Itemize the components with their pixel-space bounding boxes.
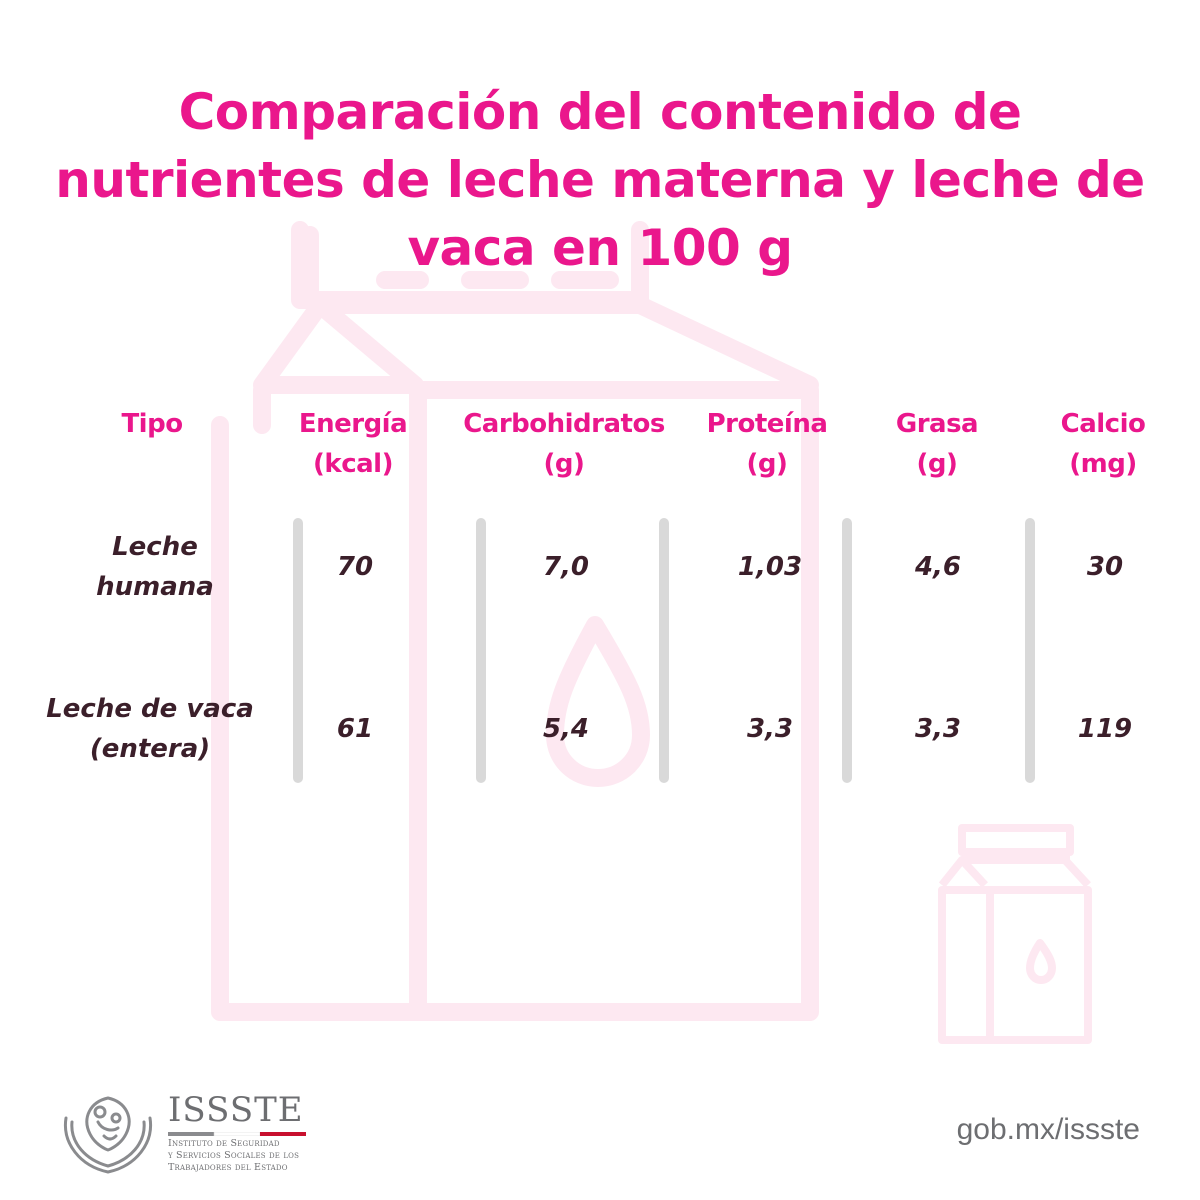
- table-cell: 70: [336, 552, 374, 582]
- column-header-line: Tipo: [121, 409, 183, 439]
- column-header-unit: (kcal): [313, 449, 393, 479]
- column-header-line: Proteína: [706, 409, 828, 439]
- logo-subtitle-line: Instituto de Seguridad: [168, 1138, 280, 1149]
- logo-subtitle: Instituto de Seguridad y Servicios Socia…: [168, 1138, 318, 1174]
- column-divider: [1025, 518, 1035, 783]
- row-label-line: Leche: [112, 532, 198, 562]
- row-label-leche-humana: Leche humana: [30, 527, 280, 607]
- column-header-unit: (mg): [1069, 449, 1137, 479]
- table-cell: 7,0: [542, 552, 590, 582]
- logo-wordmark: ISSSTE: [168, 1090, 304, 1130]
- column-header-carbohidratos: Carbohidratos (g): [448, 404, 680, 484]
- flag-stripe-icon: [168, 1132, 306, 1136]
- issste-emblem-icon: [63, 1096, 153, 1174]
- row-label-leche-de-vaca: Leche de vaca (entera): [20, 689, 280, 769]
- column-header-line: Calcio: [1060, 409, 1146, 439]
- column-divider: [293, 518, 303, 783]
- column-header-unit: (g): [916, 449, 958, 479]
- column-header-unit: (g): [543, 449, 585, 479]
- logo-subtitle-line: Trabajadores del Estado: [168, 1162, 288, 1173]
- table-cell: 30: [1086, 552, 1124, 582]
- column-header-tipo: Tipo: [80, 404, 224, 444]
- table-cell: 4,6: [914, 552, 962, 582]
- row-label-line: humana: [96, 572, 214, 602]
- table-cell: 5,4: [542, 714, 590, 744]
- table-cell: 61: [336, 714, 374, 744]
- column-header-line: Grasa: [895, 409, 979, 439]
- table-cell: 3,3: [914, 714, 962, 744]
- row-label-line: Leche de vaca: [46, 694, 254, 724]
- column-header-proteina: Proteína (g): [690, 404, 844, 484]
- column-header-line: Carbohidratos: [463, 409, 665, 439]
- row-label-line: (entera): [89, 734, 211, 764]
- column-header-line: Energía: [298, 409, 408, 439]
- table-cell: 3,3: [746, 714, 794, 744]
- column-divider: [842, 518, 852, 783]
- column-header-calcio: Calcio (mg): [1040, 404, 1166, 484]
- table-cell: 119: [1077, 714, 1133, 744]
- website-link[interactable]: gob.mx/issste: [956, 1113, 1140, 1146]
- logo-subtitle-line: y Servicios Sociales de los: [168, 1150, 300, 1161]
- column-header-energia: Energía (kcal): [268, 404, 438, 484]
- column-divider: [659, 518, 669, 783]
- column-header-grasa: Grasa (g): [862, 404, 1012, 484]
- column-divider: [476, 518, 486, 783]
- table-cell: 1,03: [737, 552, 803, 582]
- column-header-unit: (g): [746, 449, 788, 479]
- page-title: Comparación del contenido de nutrientes …: [55, 83, 1145, 277]
